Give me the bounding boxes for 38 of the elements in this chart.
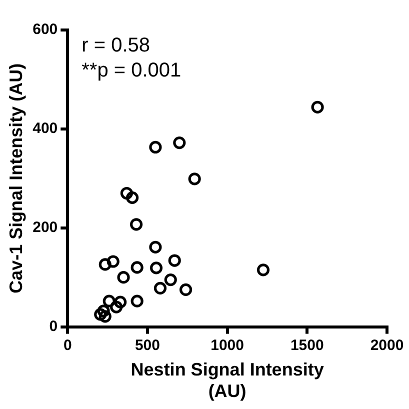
y-tick-label: 200 xyxy=(32,219,58,236)
point xyxy=(188,172,201,186)
point xyxy=(98,310,112,323)
y-tick-label: 600 xyxy=(32,21,58,38)
point xyxy=(102,294,116,308)
x-tick-label: 2000 xyxy=(370,336,404,354)
point xyxy=(164,274,177,286)
point xyxy=(110,300,123,314)
point xyxy=(130,218,143,231)
annotation: **p = 0.001 xyxy=(82,60,182,82)
point xyxy=(154,282,167,295)
point xyxy=(106,255,120,268)
point xyxy=(117,271,130,284)
point xyxy=(168,254,181,267)
point xyxy=(97,304,110,318)
point xyxy=(173,136,186,150)
point xyxy=(150,262,163,274)
point xyxy=(98,258,112,271)
y-tick-label: 400 xyxy=(32,120,58,138)
x-tick-label: 1000 xyxy=(210,336,244,354)
point xyxy=(149,140,162,154)
y-axis-title: Cav-1 Signal Intensity (AU) xyxy=(6,63,26,294)
point xyxy=(94,308,107,321)
y-tick-label: 0 xyxy=(49,318,58,335)
point xyxy=(179,283,192,296)
x-tick-label: 0 xyxy=(63,336,72,354)
point xyxy=(311,100,324,114)
x-tick-label: 1500 xyxy=(290,336,324,354)
point xyxy=(256,264,270,276)
x-axis-title: Nestin Signal Intensity (AU) xyxy=(130,360,324,402)
point xyxy=(114,296,127,308)
point xyxy=(120,186,134,200)
point xyxy=(149,240,162,254)
point xyxy=(130,294,144,308)
annotation: r = 0.58 xyxy=(82,34,150,57)
point xyxy=(130,261,144,274)
point xyxy=(126,191,139,204)
x-tick-label: 500 xyxy=(134,336,160,354)
